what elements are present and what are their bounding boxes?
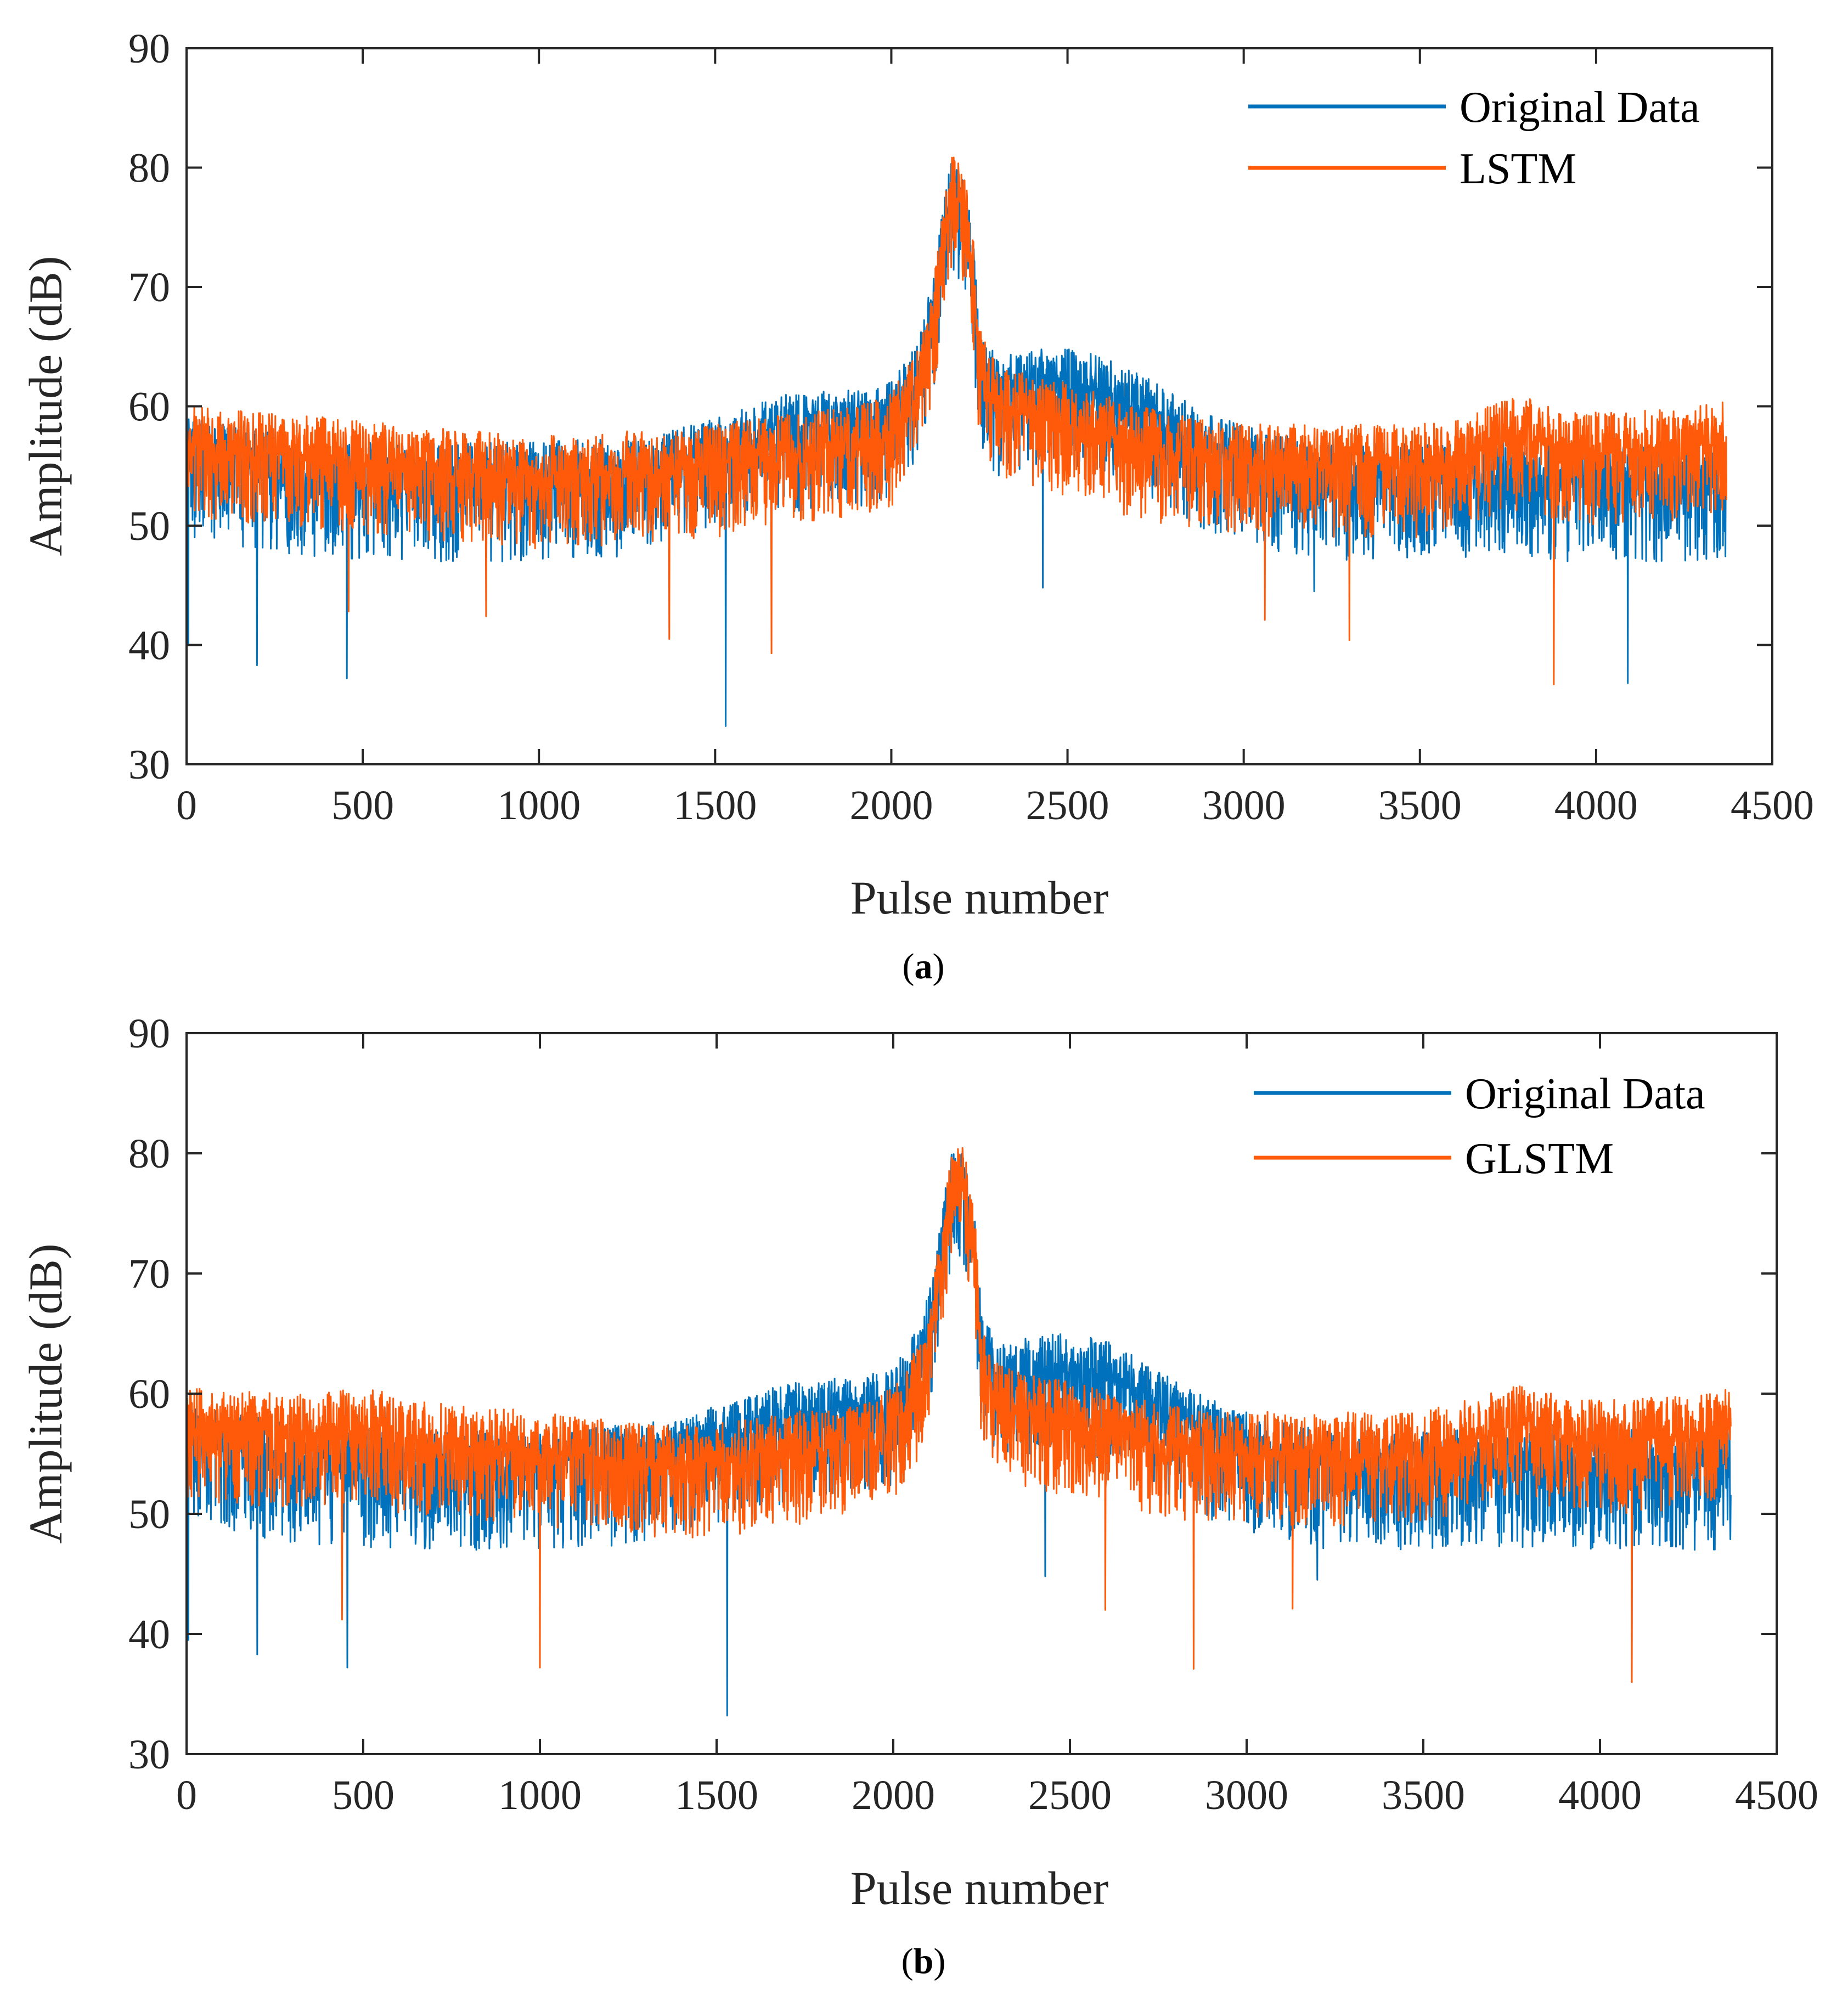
legend-label-original: Original Data	[1460, 83, 1700, 132]
x-tick-label: 1500	[673, 782, 757, 829]
y-tick-label: 30	[128, 1732, 170, 1778]
series-layer	[185, 1147, 1732, 1717]
x-tick-label: 4500	[1731, 782, 1814, 829]
x-tick-label: 500	[332, 1772, 395, 1818]
y-tick-label: 90	[128, 26, 170, 72]
x-tick-label: 0	[176, 782, 197, 829]
y-tick-label: 50	[128, 503, 170, 549]
y-tick-label: 60	[128, 1371, 170, 1417]
y-tick-label: 90	[128, 1011, 170, 1057]
legend-label-original: Original Data	[1465, 1070, 1705, 1118]
legend-label-model: GLSTM	[1465, 1135, 1614, 1183]
y-axis-label: Amplitude (dB)	[19, 256, 72, 556]
y-axis-label: Amplitude (dB)	[19, 1244, 72, 1544]
legend-label-model: LSTM	[1460, 145, 1576, 193]
legend: Original Data LSTM	[1248, 83, 1700, 193]
caption-letter-a: a	[915, 946, 933, 987]
y-tick-label: 70	[128, 1251, 170, 1297]
x-tick-label: 1000	[498, 1772, 582, 1818]
x-tick-label: 2500	[1026, 782, 1109, 829]
caption-b: (b)	[902, 1941, 946, 1981]
caption-a: (a)	[903, 946, 945, 987]
y-tick-label: 40	[128, 623, 170, 669]
x-tick-label: 4500	[1735, 1772, 1818, 1818]
x-axis-label: Pulse number	[850, 871, 1109, 924]
y-tick-label: 30	[128, 742, 170, 788]
x-tick-label: 3000	[1202, 782, 1286, 829]
x-tick-label: 1000	[497, 782, 581, 829]
x-tick-label: 2500	[1028, 1772, 1112, 1818]
x-tick-label: 2000	[849, 782, 933, 829]
series-line-glstm	[185, 1147, 1732, 1683]
x-tick-label: 4000	[1554, 782, 1638, 829]
chart-panel-b: 0 500 1000 1500 2000 2500 3000 3500 4000 4500 30 40…	[19, 1011, 1818, 1981]
x-tick-label: 0	[176, 1772, 197, 1818]
plot-background	[187, 48, 1772, 764]
x-tick-label: 4000	[1558, 1772, 1642, 1818]
legend: Original Data GLSTM	[1254, 1070, 1705, 1183]
series-line-lstm	[186, 156, 1727, 685]
x-tick-label: 3500	[1378, 782, 1462, 829]
ticks-layer: 0 500 1000 1500 2000 2500 3000 3500 4000 4500 30 40…	[128, 26, 1814, 829]
x-tick-label: 500	[331, 782, 394, 829]
x-tick-label: 3000	[1205, 1772, 1288, 1818]
ticks-layer: 0 500 1000 1500 2000 2500 3000 3500 4000 4500 30 40…	[128, 1011, 1818, 1818]
y-tick-label: 80	[128, 145, 170, 191]
x-tick-label: 2000	[852, 1772, 935, 1818]
y-tick-label: 60	[128, 384, 170, 430]
chart-panel-a: 0 500 1000 1500 2000 2500 3000 3500 4000 4500 30 40…	[19, 26, 1814, 987]
y-tick-label: 50	[128, 1491, 170, 1537]
y-tick-label: 80	[128, 1131, 170, 1177]
series-layer	[185, 156, 1727, 727]
x-tick-label: 3500	[1382, 1772, 1465, 1818]
x-axis-label: Pulse number	[850, 1862, 1109, 1914]
y-tick-label: 70	[128, 264, 170, 311]
x-tick-label: 1500	[675, 1772, 758, 1818]
caption-letter-b: b	[914, 1941, 934, 1981]
y-tick-label: 40	[128, 1611, 170, 1658]
